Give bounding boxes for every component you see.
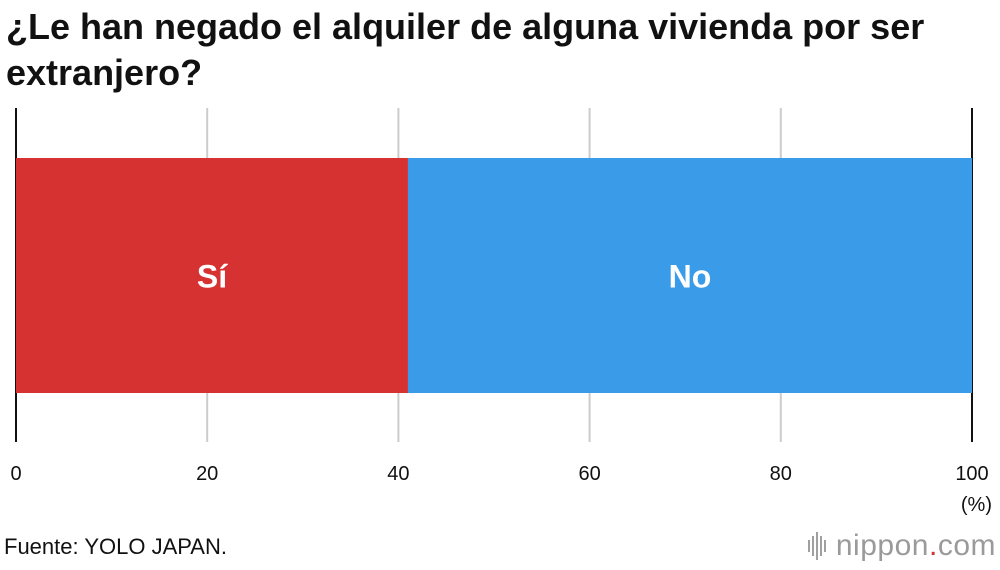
nippon-logo: nippon. com [807,529,996,563]
chart-title: ¿Le han negado el alquiler de alguna viv… [6,6,925,93]
x-tick-label: 0 [10,463,21,485]
x-tick-label: 80 [770,463,792,485]
logo-dot: . [928,529,938,562]
x-tick-label: 100 [955,463,988,485]
logo-name: nippon [835,529,929,562]
bar-segment-0 [16,158,408,393]
logo-tld: com [937,529,996,562]
source-note: Fuente: YOLO JAPAN. [4,534,227,559]
unit-label: (%) [960,494,992,516]
logo-bars-icon [807,532,828,560]
x-tick-label: 60 [578,463,600,485]
bar-segment-1 [407,158,973,393]
x-tick-label: 40 [387,463,409,485]
x-tick-labels: 0 20 40 60 80 100 [10,463,988,485]
segment-label-1: No [669,259,712,295]
segment-label-0: Sí [197,259,228,295]
segment-labels: Sí No [197,259,711,295]
bar-segments [16,158,973,393]
x-tick-label: 20 [196,463,218,485]
